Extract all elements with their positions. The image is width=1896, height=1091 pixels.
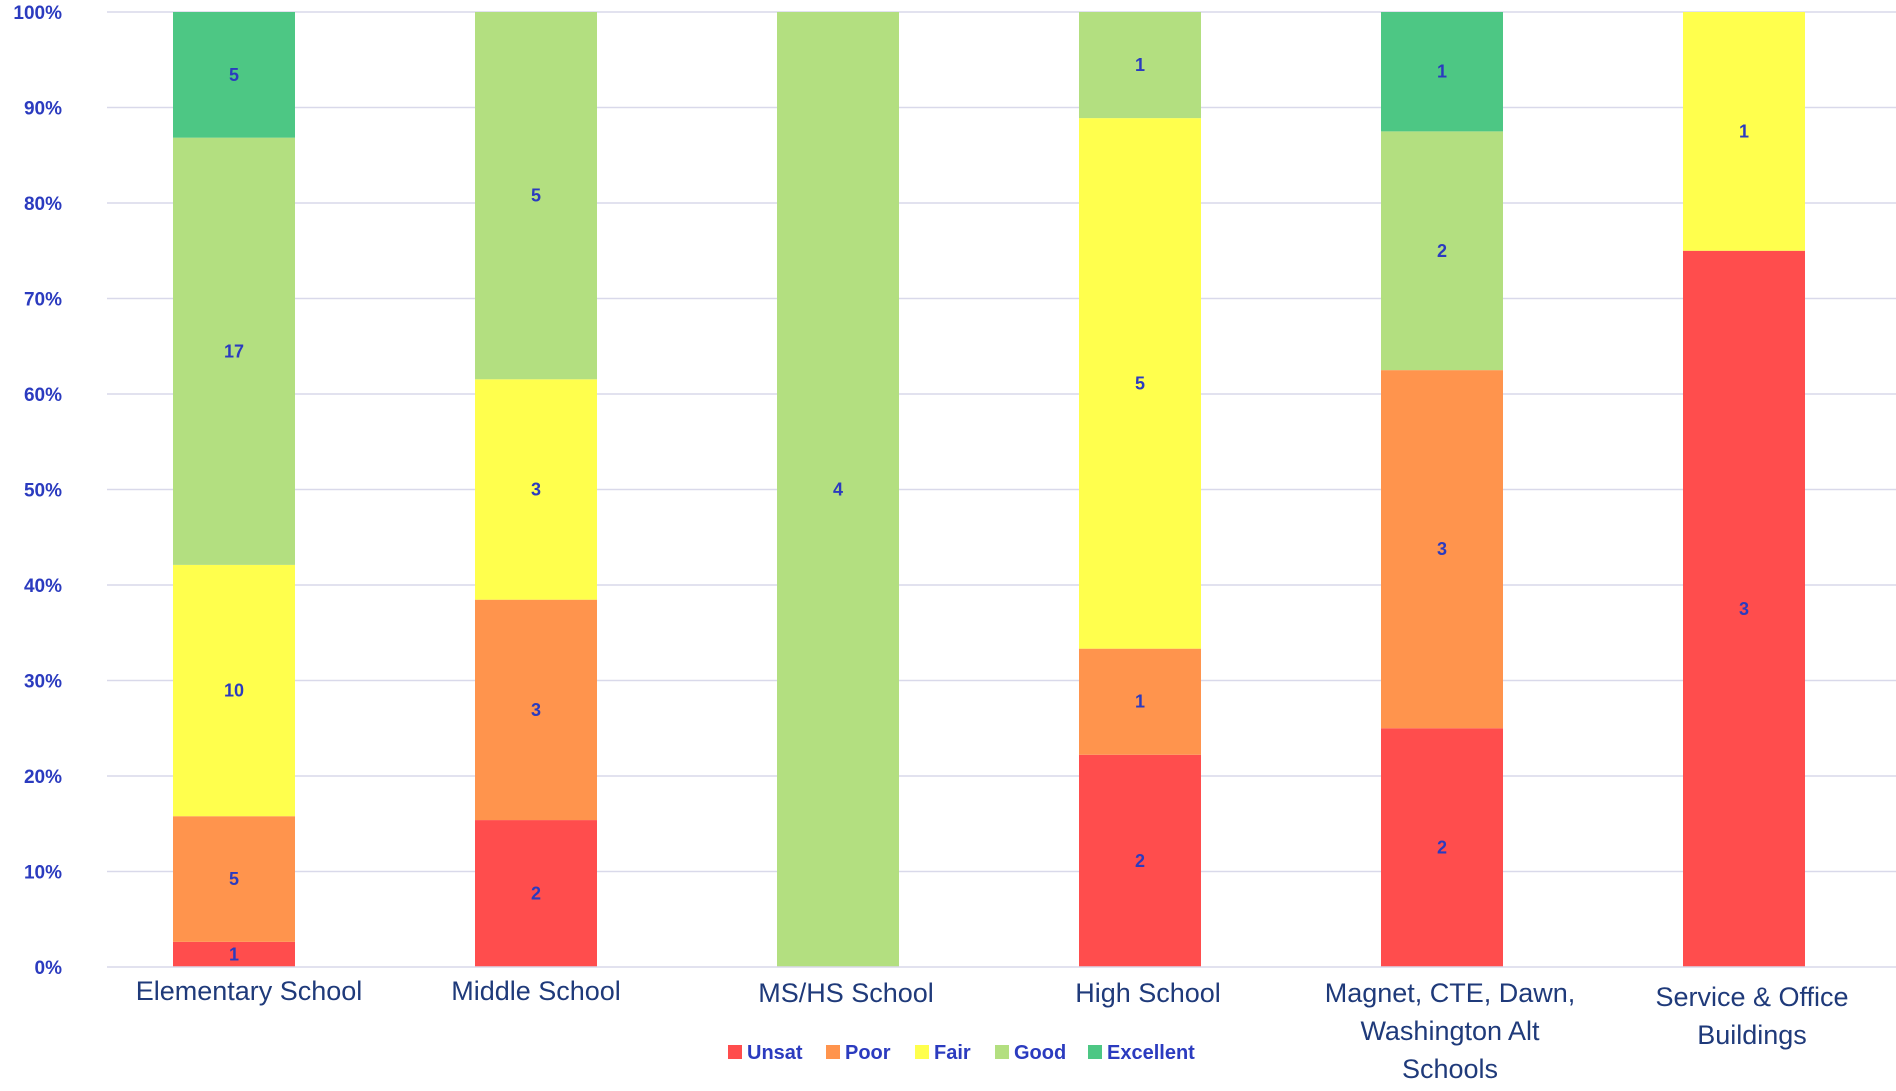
legend-swatch	[915, 1045, 929, 1059]
data-label: 5	[531, 186, 541, 206]
data-label: 2	[531, 884, 541, 904]
category-label-line: Washington Alt	[1360, 1016, 1540, 1046]
bar-segment-poor[interactable]	[173, 816, 295, 942]
legend-swatch	[826, 1045, 840, 1059]
category-label: Elementary School	[136, 976, 363, 1006]
y-tick-label: 60%	[24, 385, 62, 406]
category-label-line: Elementary School	[136, 976, 363, 1006]
bar-segment-excellent[interactable]	[1381, 12, 1503, 132]
legend-item-poor[interactable]: Poor	[826, 1042, 891, 1064]
legend-item-good[interactable]: Good	[995, 1042, 1066, 1064]
legend-label: Fair	[934, 1042, 971, 1064]
bar-segment-good[interactable]	[475, 12, 597, 380]
y-axis-ticks: 0% 10% 20% 30% 40% 50% 60% 70% 80% 90% 100%	[13, 3, 62, 979]
data-label: 1	[1739, 121, 1749, 141]
data-label: 2	[1135, 851, 1145, 871]
y-tick-label: 50%	[24, 481, 62, 502]
data-label: 1	[229, 944, 239, 964]
category-label: Magnet, CTE, Dawn, Washington Alt Schools	[1325, 978, 1576, 1084]
bar-segment-poor[interactable]	[1381, 370, 1503, 729]
legend-swatch	[1088, 1045, 1102, 1059]
data-label: 4	[833, 480, 843, 500]
bar-segment-good[interactable]	[173, 137, 295, 565]
bar-segment-unsat[interactable]	[1079, 754, 1201, 967]
y-tick-label: 100%	[13, 3, 62, 24]
legend-swatch	[995, 1045, 1009, 1059]
category-label: Middle School	[451, 976, 621, 1006]
bars	[173, 12, 1805, 967]
category-label-line: Service & Office	[1655, 982, 1848, 1012]
bar-segment-poor[interactable]	[1079, 648, 1201, 755]
bar-segment-good[interactable]	[777, 12, 899, 967]
data-label: 1	[1135, 55, 1145, 75]
bar-segment-unsat[interactable]	[1683, 250, 1805, 967]
bar-segment-fair[interactable]	[1079, 118, 1201, 649]
y-tick-label: 40%	[24, 576, 62, 597]
legend-label: Good	[1014, 1042, 1066, 1064]
legend-label: Poor	[845, 1042, 891, 1064]
data-label: 3	[531, 480, 541, 500]
legend-item-unsat[interactable]: Unsat	[728, 1042, 803, 1064]
category-label: High School	[1075, 978, 1221, 1008]
data-label: 5	[1135, 373, 1145, 393]
legend-item-fair[interactable]: Fair	[915, 1042, 971, 1064]
category-label-line: High School	[1075, 978, 1221, 1008]
y-tick-label: 10%	[24, 863, 62, 884]
y-tick-label: 80%	[24, 194, 62, 215]
y-tick-label: 20%	[24, 767, 62, 788]
data-label: 3	[1739, 599, 1749, 619]
bar-segment-good[interactable]	[1079, 12, 1201, 119]
bar-segment-unsat[interactable]	[475, 820, 597, 967]
data-label: 17	[224, 341, 244, 361]
category-label-line: Middle School	[451, 976, 621, 1006]
data-label: 2	[1437, 838, 1447, 858]
data-label: 3	[531, 700, 541, 720]
data-label: 1	[1135, 692, 1145, 712]
bar-segment-unsat[interactable]	[173, 941, 295, 967]
y-tick-label: 30%	[24, 672, 62, 693]
legend-swatch	[728, 1045, 742, 1059]
bar-segment-excellent[interactable]	[173, 12, 295, 138]
legend-item-excellent[interactable]: Excellent	[1088, 1042, 1195, 1064]
data-labels: 1 5 10 17 5 2 3 3 5 4 2 1 5 1 2 3 2 1 3 1	[224, 55, 1749, 964]
bar-segment-good[interactable]	[1381, 131, 1503, 371]
legend[interactable]: Unsat Poor Fair Good Excellent	[728, 1042, 1195, 1064]
category-label: MS/HS School	[758, 978, 934, 1008]
data-label: 2	[1437, 241, 1447, 261]
bar-segment-unsat[interactable]	[1381, 728, 1503, 967]
data-label: 10	[224, 681, 244, 701]
category-label-line: Magnet, CTE, Dawn,	[1325, 978, 1576, 1008]
y-tick-label: 90%	[24, 99, 62, 120]
bar-segment-fair[interactable]	[1683, 12, 1805, 251]
data-label: 1	[1437, 62, 1447, 82]
bar-segment-fair[interactable]	[475, 379, 597, 600]
y-tick-label: 70%	[24, 290, 62, 311]
y-tick-label: 0%	[35, 958, 63, 979]
data-label: 3	[1437, 539, 1447, 559]
data-label: 5	[229, 869, 239, 889]
data-label: 5	[229, 65, 239, 85]
legend-label: Unsat	[747, 1042, 803, 1064]
category-labels: Elementary School Middle School MS/HS Scho…	[136, 976, 1849, 1084]
category-label-line: MS/HS School	[758, 978, 934, 1008]
category-label-line: Schools	[1402, 1054, 1498, 1084]
bar-segment-poor[interactable]	[475, 599, 597, 821]
legend-label: Excellent	[1107, 1042, 1195, 1064]
category-label: Service & Office Buildings	[1655, 982, 1848, 1050]
bar-segment-fair[interactable]	[173, 564, 295, 817]
gridlines	[107, 11, 1896, 873]
category-label-line: Buildings	[1697, 1020, 1807, 1050]
